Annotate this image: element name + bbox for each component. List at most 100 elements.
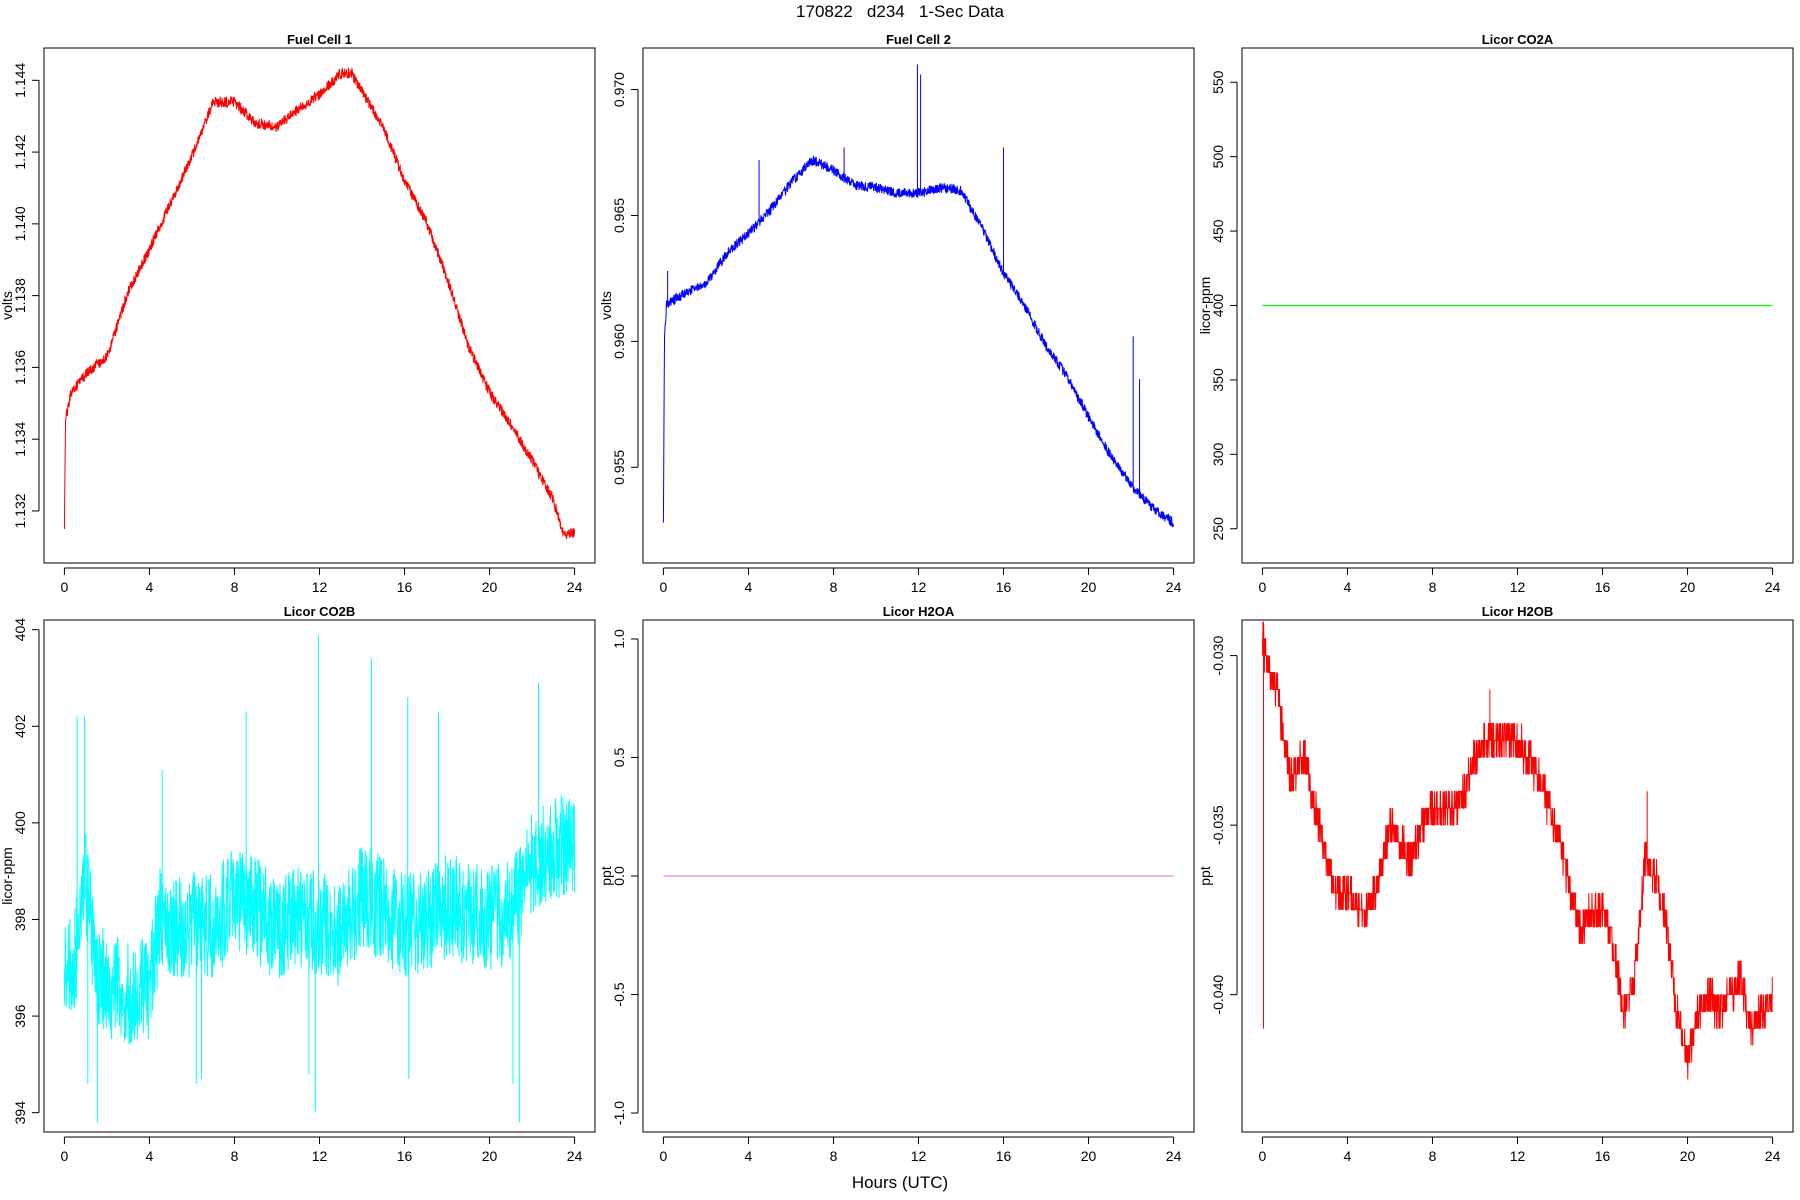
x-tick-label: 4 [146,1148,154,1164]
x-tick-label: 0 [660,1148,668,1164]
y-tick-label: 0.965 [611,198,627,233]
x-tick-label: 24 [567,579,583,595]
panel-title: Fuel Cell 1 [287,32,352,47]
y-tick-label: 402 [12,714,28,738]
plot-frame [1241,619,1794,1133]
y-tick-label: 0.960 [611,324,627,359]
x-tick-label: 16 [397,579,413,595]
x-tick-label: 12 [911,579,927,595]
y-axis-label: licor-ppm [0,847,15,905]
panel-title: Fuel Cell 2 [886,32,951,47]
plot-frame [43,619,596,1133]
y-tick-label: 400 [1210,294,1226,318]
x-tick-label: 20 [1680,1148,1696,1164]
x-tick-label: 16 [1595,579,1611,595]
y-tick-label: 396 [12,1004,28,1028]
x-tick-label: 0 [61,1148,69,1164]
shared-x-axis-label: Hours (UTC) [851,1173,949,1192]
x-tick-label: 4 [745,1148,753,1164]
x-tick-label: 8 [1429,579,1437,595]
y-tick-label: 1.136 [12,350,28,385]
y-tick-label: 404 [12,618,28,642]
x-tick-label: 16 [996,579,1012,595]
plot-frame [642,47,1195,564]
x-tick-label: 20 [1680,579,1696,595]
x-tick-label: 20 [1081,1148,1097,1164]
panel-6: Licor H2OB 0 4 8 12 16 20 24 -0.040 -0.035 -0.030 p… [1197,604,1794,1164]
y-tick-label: 1.138 [12,278,28,313]
x-tick-label: 16 [996,1148,1012,1164]
y-tick-label: 300 [1210,442,1226,466]
x-tick-label: 4 [745,579,753,595]
x-tick-label: 8 [830,1148,838,1164]
x-tick-label: 24 [1765,579,1781,595]
y-tick-label: 450 [1210,219,1226,243]
y-tick-label: 0.955 [611,450,627,485]
x-tick-label: 8 [231,579,239,595]
y-tick-label: 0.5 [611,748,627,768]
y-tick-label: 250 [1210,517,1226,541]
y-tick-label: 550 [1210,70,1226,94]
page-title: 170822 d234 1-Sec Data [796,2,1004,21]
x-tick-label: 8 [231,1148,239,1164]
y-tick-label: 1.132 [12,493,28,528]
panel-4: Licor CO2B 0 4 8 12 16 20 24 394 396 398 400 402 404 l… [0,604,596,1164]
y-axis-label: volts [0,291,15,320]
x-tick-label: 16 [1595,1148,1611,1164]
x-tick-label: 12 [1510,1148,1526,1164]
y-tick-label: 398 [12,908,28,932]
x-tick-label: 12 [1510,579,1526,595]
x-tick-label: 0 [660,579,668,595]
panel-3: Licor CO2A 0 4 8 12 16 20 24 250 300 350 400 450 500 5… [1197,32,1794,595]
x-tick-label: 12 [312,1148,328,1164]
y-tick-label: 400 [12,811,28,835]
y-tick-label: 350 [1210,368,1226,392]
y-tick-label: 394 [12,1101,28,1125]
x-tick-label: 8 [830,579,838,595]
y-tick-label: -0.030 [1210,636,1226,676]
y-axis-label: ppt [1197,866,1213,886]
series-line [63,795,576,1045]
y-tick-label: 0.970 [611,72,627,107]
x-tick-label: 16 [397,1148,413,1164]
x-tick-label: 20 [482,579,498,595]
plot-frame [642,619,1195,1133]
x-tick-label: 24 [1765,1148,1781,1164]
panel-title: Licor H2OB [1482,604,1554,619]
x-tick-label: 4 [1344,1148,1352,1164]
y-tick-label: 500 [1210,145,1226,169]
y-tick-label: 1.134 [12,421,28,456]
x-tick-label: 0 [61,579,69,595]
plot-frame [43,47,596,564]
y-axis-label: ppt [598,866,614,886]
y-tick-label: 1.144 [12,63,28,98]
x-tick-label: 12 [911,1148,927,1164]
series-line [63,67,576,540]
x-tick-label: 4 [1344,579,1352,595]
series-line [1261,621,1773,1080]
y-tick-label: 1.142 [12,134,28,169]
y-tick-label: -1.0 [611,1101,627,1125]
x-tick-label: 8 [1429,1148,1437,1164]
panel-1: Fuel Cell 1 0 4 8 12 16 20 24 1.132 1.134 1.136 1.1… [0,32,596,595]
y-tick-label: 1.140 [12,206,28,241]
x-tick-label: 4 [146,579,154,595]
x-tick-label: 12 [312,579,328,595]
panel-title: Licor CO2B [284,604,356,619]
y-axis-label: licor-ppm [1197,277,1213,335]
x-tick-label: 24 [1166,579,1182,595]
y-tick-label: -0.5 [611,982,627,1006]
y-tick-label: 1.0 [611,629,627,649]
x-tick-label: 0 [1259,1148,1267,1164]
panel-2: Fuel Cell 2 0 4 8 12 16 20 24 0.955 0.960 0.965 0.9… [598,32,1195,595]
panel-title: Licor H2OA [883,604,955,619]
y-tick-label: -0.035 [1210,805,1226,845]
panel-5: Licor H2OA 0 4 8 12 16 20 24 -1.0 -0.5 0.0 0.5 1.0 pp… [598,604,1195,1164]
panel-title: Licor CO2A [1482,32,1554,47]
x-tick-label: 0 [1259,579,1267,595]
series-line [662,155,1175,528]
plot-frame [1241,47,1794,564]
x-tick-label: 24 [567,1148,583,1164]
